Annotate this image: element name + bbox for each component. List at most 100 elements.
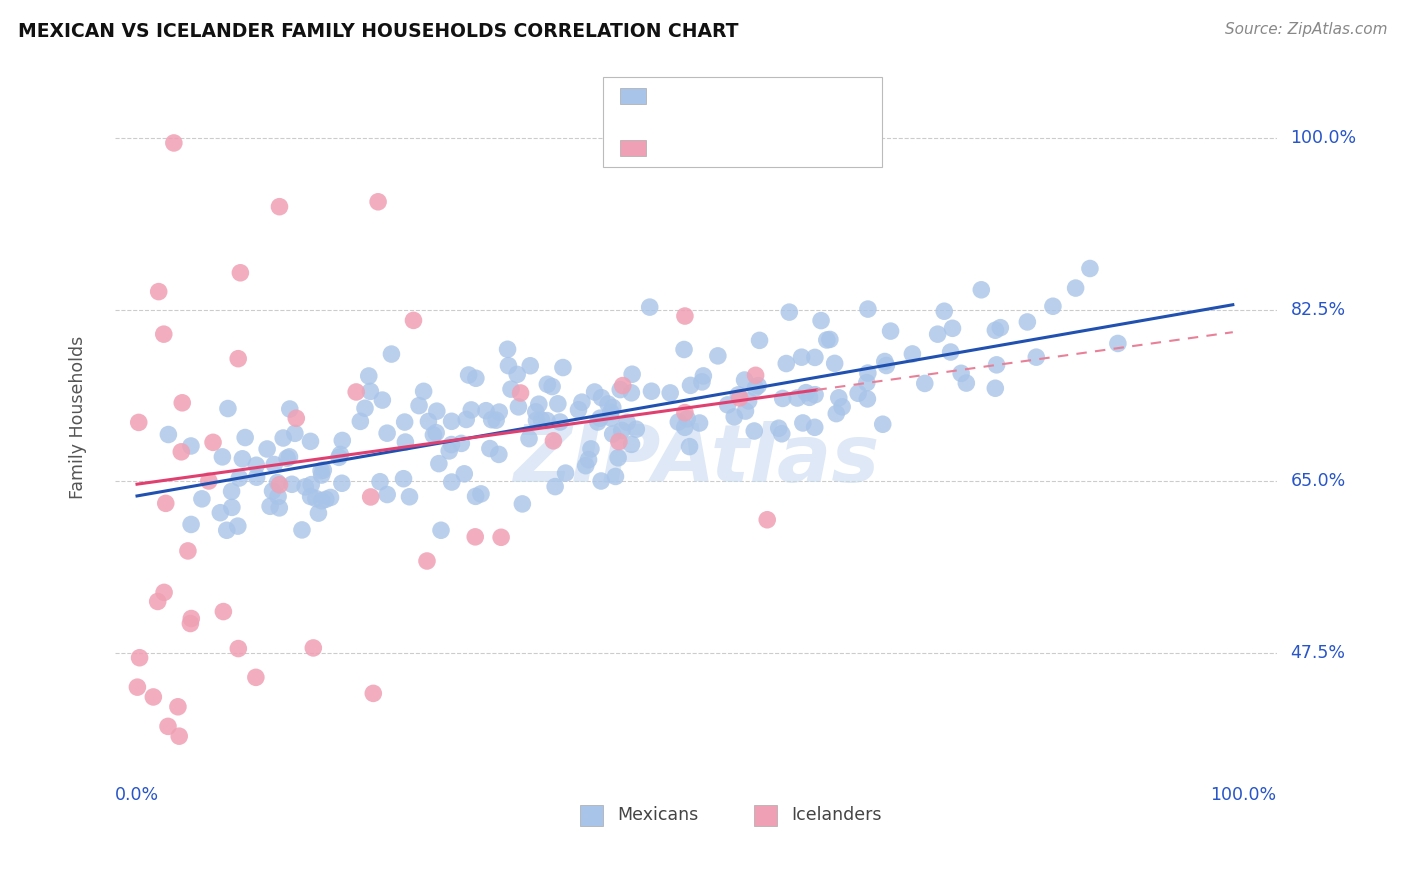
Point bbox=[167, 699, 190, 714]
Text: 82.5%: 82.5% bbox=[1291, 301, 1346, 318]
Text: 0.0%: 0.0% bbox=[115, 786, 159, 805]
Point bbox=[988, 320, 1011, 334]
Point bbox=[970, 283, 993, 297]
Point bbox=[315, 492, 337, 507]
Point bbox=[616, 415, 638, 429]
Point bbox=[875, 359, 897, 373]
Point bbox=[927, 327, 949, 342]
Point bbox=[941, 321, 963, 335]
Point bbox=[879, 324, 901, 338]
Point bbox=[180, 611, 202, 625]
Point bbox=[768, 421, 790, 435]
Point bbox=[499, 382, 522, 396]
Text: Mexicans: Mexicans bbox=[617, 806, 699, 824]
Point bbox=[163, 136, 186, 150]
Point bbox=[157, 427, 180, 442]
Point bbox=[855, 376, 877, 390]
Point bbox=[470, 487, 492, 501]
Point bbox=[425, 425, 447, 440]
Point bbox=[621, 368, 644, 382]
Point bbox=[311, 468, 333, 483]
Point bbox=[278, 450, 301, 464]
Point bbox=[544, 480, 567, 494]
Point bbox=[815, 333, 838, 347]
Point bbox=[361, 686, 384, 700]
Point bbox=[543, 434, 565, 448]
Point bbox=[775, 357, 797, 371]
Point bbox=[690, 375, 713, 389]
Point bbox=[673, 309, 696, 323]
Point bbox=[659, 385, 682, 400]
Point bbox=[640, 384, 662, 399]
Point bbox=[530, 413, 553, 427]
Point bbox=[212, 605, 235, 619]
Point bbox=[475, 403, 498, 417]
Point bbox=[392, 472, 415, 486]
Point bbox=[599, 405, 621, 419]
Point bbox=[311, 493, 333, 508]
Point bbox=[450, 436, 472, 450]
Point bbox=[790, 350, 813, 364]
Point bbox=[856, 392, 879, 406]
Text: ZIPAtlas: ZIPAtlas bbox=[513, 421, 879, 500]
Point bbox=[955, 376, 977, 390]
Point bbox=[756, 513, 779, 527]
Point bbox=[804, 388, 827, 402]
Point bbox=[728, 391, 751, 405]
Point bbox=[453, 467, 475, 481]
Point bbox=[673, 420, 696, 434]
Point bbox=[256, 442, 278, 456]
Point bbox=[329, 448, 352, 462]
Point bbox=[228, 641, 250, 656]
Point bbox=[299, 490, 322, 504]
Point bbox=[418, 414, 440, 428]
Point bbox=[180, 517, 202, 532]
Point bbox=[547, 397, 569, 411]
Point bbox=[517, 432, 540, 446]
Point bbox=[723, 409, 745, 424]
Point bbox=[488, 405, 510, 419]
Point bbox=[481, 413, 503, 427]
Point bbox=[440, 437, 463, 451]
Point bbox=[527, 397, 550, 411]
FancyBboxPatch shape bbox=[620, 88, 645, 104]
Point bbox=[179, 616, 201, 631]
Point bbox=[901, 347, 924, 361]
Point bbox=[770, 426, 793, 441]
Point bbox=[734, 404, 756, 418]
Point bbox=[824, 356, 846, 370]
Point bbox=[742, 424, 765, 438]
Point bbox=[804, 351, 827, 365]
Point bbox=[375, 487, 398, 501]
Point bbox=[285, 411, 308, 425]
Point bbox=[579, 442, 602, 456]
Point bbox=[602, 427, 624, 442]
Point bbox=[1025, 350, 1047, 364]
Point bbox=[496, 343, 519, 357]
Point bbox=[437, 444, 460, 458]
Point bbox=[744, 368, 766, 383]
Point bbox=[217, 401, 239, 416]
Point bbox=[309, 464, 332, 478]
Point bbox=[402, 313, 425, 327]
Point bbox=[359, 384, 381, 399]
Point bbox=[127, 680, 149, 694]
Point bbox=[748, 334, 770, 348]
Point bbox=[792, 416, 814, 430]
Point bbox=[328, 450, 350, 465]
Point bbox=[394, 435, 416, 450]
Point bbox=[478, 442, 501, 456]
Point bbox=[586, 415, 609, 429]
Point bbox=[156, 719, 179, 733]
Point bbox=[215, 523, 238, 537]
FancyBboxPatch shape bbox=[603, 78, 882, 167]
Point bbox=[609, 383, 631, 397]
Point bbox=[786, 391, 808, 405]
Point bbox=[607, 450, 630, 465]
Point bbox=[427, 457, 450, 471]
Point bbox=[153, 585, 176, 599]
Point bbox=[146, 594, 169, 608]
Point bbox=[246, 470, 269, 484]
Point bbox=[170, 445, 193, 459]
Point bbox=[177, 544, 200, 558]
